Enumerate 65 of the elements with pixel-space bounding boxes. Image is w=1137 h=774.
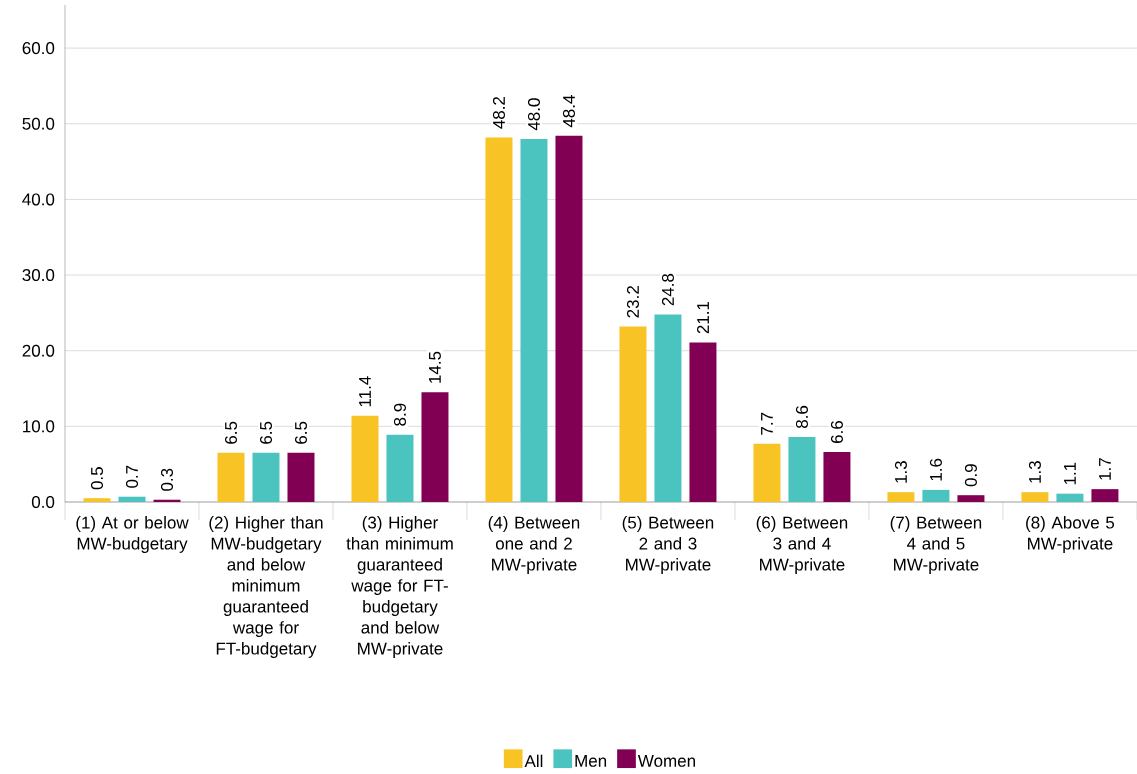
bar bbox=[83, 498, 111, 502]
x-tick-label: (4) Between one and 2 MW-private bbox=[488, 516, 580, 574]
bar bbox=[957, 495, 985, 502]
data-label: 0.9 bbox=[964, 464, 977, 487]
data-label: 6.6 bbox=[830, 420, 843, 444]
data-label: 11.4 bbox=[359, 376, 371, 407]
bar bbox=[421, 392, 449, 502]
data-label: 6.5 bbox=[294, 421, 308, 444]
data-label: 1.6 bbox=[929, 458, 942, 481]
data-label: 6.5 bbox=[259, 421, 273, 444]
bar bbox=[1056, 493, 1084, 502]
bar bbox=[520, 138, 548, 502]
y-tick-label: 40.0 bbox=[22, 193, 55, 206]
y-tick-label: 20.0 bbox=[22, 344, 55, 357]
data-label: 23.2 bbox=[626, 286, 639, 318]
bar bbox=[252, 452, 280, 502]
data-label: 1.1 bbox=[1064, 462, 1076, 485]
y-tick-label: 30.0 bbox=[22, 269, 55, 282]
data-label: 48.2 bbox=[492, 96, 505, 129]
data-label: 24.8 bbox=[661, 273, 674, 306]
x-tick-label: (7) Between 4 and 5 MW-private bbox=[890, 516, 982, 574]
bar bbox=[922, 489, 950, 502]
data-label: 6.5 bbox=[224, 421, 238, 444]
data-label: 1.3 bbox=[1028, 461, 1041, 483]
x-tick-label: (6) Between 3 and 4 MW-private bbox=[756, 516, 848, 574]
bar bbox=[788, 436, 816, 502]
x-tick-label: (5) Between 2 and 3 MW-private bbox=[622, 516, 714, 574]
bar bbox=[118, 496, 146, 502]
bar bbox=[619, 326, 647, 502]
bar bbox=[1091, 489, 1119, 502]
data-label: 48.0 bbox=[527, 98, 540, 131]
bar bbox=[1021, 492, 1049, 502]
bar bbox=[217, 452, 245, 502]
data-label: 14.5 bbox=[429, 351, 441, 383]
y-tick-label: 50.0 bbox=[22, 117, 55, 130]
x-tick-label: (1) At or below MW-budgetary bbox=[76, 516, 189, 553]
x-tick-label: (3) Higher than minimum guaranteed wage for FT-budgetary and below MW-private bbox=[346, 516, 453, 658]
x-tick-label: (8) Above 5 MW-private bbox=[1026, 516, 1115, 553]
y-tick-label: 10.0 bbox=[23, 420, 55, 433]
data-label: 21.1 bbox=[697, 301, 709, 334]
bar bbox=[753, 443, 781, 502]
bar bbox=[887, 492, 915, 502]
legend-label: Men bbox=[575, 754, 607, 767]
bar bbox=[654, 314, 682, 502]
data-label: 8.6 bbox=[795, 405, 808, 429]
bar bbox=[287, 452, 315, 502]
bar bbox=[386, 434, 414, 502]
bar bbox=[351, 415, 379, 502]
y-tick-label: 60.0 bbox=[22, 42, 55, 55]
data-label: 8.9 bbox=[393, 403, 406, 426]
y-tick-label: 0.0 bbox=[31, 495, 55, 509]
bar bbox=[485, 137, 513, 502]
data-label: 48.4 bbox=[562, 95, 575, 128]
data-label: 1.3 bbox=[894, 461, 907, 483]
data-label: 0.7 bbox=[125, 465, 139, 488]
data-label: 1.7 bbox=[1099, 458, 1111, 480]
bar bbox=[823, 452, 851, 502]
x-tick-label: (2) Higher than MW-budgetary and below minimum guaranteed wage for FT-budgetary bbox=[209, 516, 323, 658]
data-label: 7.7 bbox=[761, 412, 773, 435]
data-label: 0.5 bbox=[90, 467, 104, 490]
legend-label: Women bbox=[637, 754, 695, 767]
data-label: 0.3 bbox=[160, 468, 174, 491]
legend-label: All bbox=[524, 754, 543, 767]
bar bbox=[689, 342, 717, 502]
bar bbox=[555, 135, 583, 502]
